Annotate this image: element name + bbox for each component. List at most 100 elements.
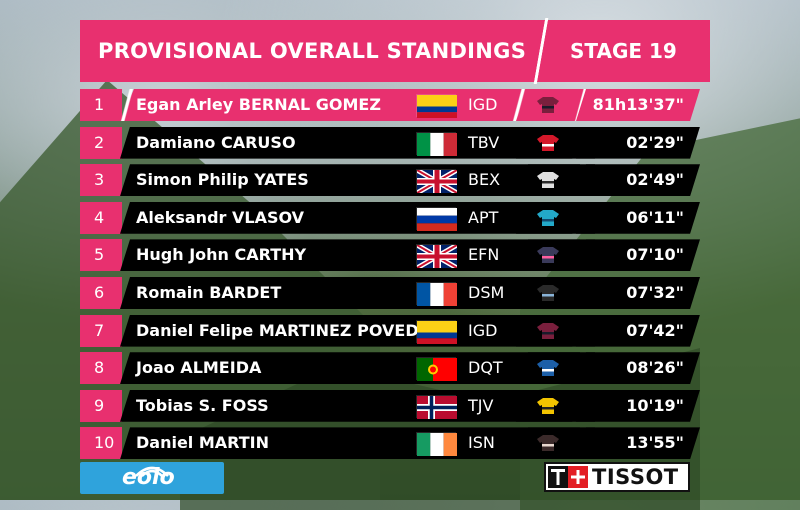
time-cell xyxy=(576,239,700,272)
time-cell xyxy=(576,389,700,422)
jersey-bikeexchange-icon xyxy=(537,172,559,189)
flag-portugal xyxy=(416,357,457,382)
standings-title: PROVISIONAL OVERALL STANDINGS xyxy=(98,39,527,63)
team-code: APT xyxy=(468,207,499,227)
rank-number: 9 xyxy=(80,389,122,422)
team-code: DSM xyxy=(468,283,505,302)
time-cell xyxy=(576,126,700,159)
rank-number: 1 xyxy=(80,89,122,121)
rank-number: 3 xyxy=(80,164,122,197)
jersey-ef-icon xyxy=(537,247,559,264)
flag-italy xyxy=(416,131,457,156)
wifi-wave-icon xyxy=(135,466,169,477)
team-code: IGD xyxy=(468,95,498,114)
time-cell xyxy=(576,314,700,347)
team-code: EFN xyxy=(468,245,500,265)
rider-name: Daniel Felipe MARTINEZ POVEDA xyxy=(136,320,431,340)
flag-colombia xyxy=(416,319,457,344)
time-gap: 08'26" xyxy=(626,358,684,378)
time-cell xyxy=(576,352,700,385)
name-cell xyxy=(120,389,595,422)
jersey-deceuninck-icon xyxy=(537,360,559,377)
time-gap: 02'49" xyxy=(626,170,684,190)
standings-row: 2 Damiano CARUSO TBV 02'29" xyxy=(80,126,700,159)
time-gap: 07'10" xyxy=(626,245,684,265)
name-cell xyxy=(120,352,595,385)
name-cell xyxy=(120,314,595,347)
rank-number: 7 xyxy=(80,314,122,347)
standings-row: 4 Aleksandr VLASOV APT 06'11" xyxy=(80,201,700,234)
rider-name: Daniel MARTIN xyxy=(136,433,270,453)
rank-number: 2 xyxy=(80,126,122,159)
flag-france xyxy=(416,282,457,306)
rider-name: Damiano CARUSO xyxy=(136,132,296,152)
standings-row: 5 Hugh John CARTHY EFN 07'10" xyxy=(80,239,700,272)
eolo-text: eolo xyxy=(122,465,175,490)
flag-colombia xyxy=(416,94,457,118)
team-code: TJV xyxy=(468,395,494,415)
name-cell xyxy=(120,239,595,272)
flag-russia xyxy=(416,206,457,231)
team-code: TBV xyxy=(468,132,500,152)
flag-ireland xyxy=(416,432,457,457)
name-cell xyxy=(120,126,595,159)
time-gap: 07'32" xyxy=(626,283,684,302)
time-gap: 02'29" xyxy=(626,132,684,152)
jersey-jumbo-visma-icon xyxy=(537,397,559,414)
team-code: ISN xyxy=(468,433,495,453)
team-code: BEX xyxy=(468,170,501,190)
time-cell xyxy=(576,277,700,309)
flag-norway xyxy=(416,394,457,419)
time-gap: 06'11" xyxy=(626,207,684,227)
jersey-israel-icon xyxy=(537,435,559,452)
standings-row: 8 Joao ALMEIDA DQT 08'26" xyxy=(80,352,700,385)
rider-name: Hugh John CARTHY xyxy=(136,245,307,265)
jersey-dsm-icon xyxy=(537,285,559,301)
rider-name: Egan Arley BERNAL GOMEZ xyxy=(136,95,381,114)
standings-row: 6 Romain BARDET DSM 07'32" xyxy=(80,277,700,309)
header-divider xyxy=(530,18,552,84)
tissot-text: TISSOT xyxy=(592,465,679,489)
rider-name: Simon Philip YATES xyxy=(136,170,309,190)
name-cell xyxy=(120,427,595,460)
time-cell xyxy=(576,201,700,234)
jersey-astana-icon xyxy=(537,209,559,226)
standings-row: 7 Daniel Felipe MARTINEZ POVEDA IGD 07'42" xyxy=(80,314,700,347)
team-code: DQT xyxy=(468,358,503,378)
rider-name: Aleksandr VLASOV xyxy=(136,207,305,227)
time-gap: 81h13'37" xyxy=(592,95,684,114)
jersey-ineos-icon xyxy=(537,97,559,113)
time-cell xyxy=(576,164,700,197)
tissot-cross-icon xyxy=(548,466,588,488)
time-cell xyxy=(576,89,700,121)
time-gap: 07'42" xyxy=(626,320,684,340)
rank-number: 6 xyxy=(80,277,122,309)
standings-row: 3 Simon Philip YATES BEX 02'49" xyxy=(80,164,700,197)
team-code: IGD xyxy=(468,320,498,340)
standings-header: PROVISIONAL OVERALL STANDINGS STAGE 19 xyxy=(80,18,710,84)
jersey-ineos-icon xyxy=(537,322,559,339)
rank-number: 10 xyxy=(80,427,122,460)
row-separator xyxy=(120,89,134,121)
rank-number: 8 xyxy=(80,352,122,385)
name-cell xyxy=(120,201,595,234)
standings-row: 9 Tobias S. FOSS TJV 10'19" xyxy=(80,389,700,422)
time-gap: 10'19" xyxy=(626,395,684,415)
stage-label: STAGE 19 xyxy=(570,39,677,63)
standings-row: 1 Egan Arley BERNAL GOMEZ IGD 81h13'37" xyxy=(80,89,700,121)
flag-united-kingdom xyxy=(415,243,459,271)
rank-number: 4 xyxy=(80,201,122,234)
rank-number: 5 xyxy=(80,239,122,272)
name-cell xyxy=(120,277,595,309)
jersey-bahrain-icon xyxy=(537,134,559,151)
standings-row: 10 Daniel MARTIN ISN 13'55" xyxy=(80,427,700,460)
rider-name: Joao ALMEIDA xyxy=(136,358,262,378)
time-cell xyxy=(576,427,700,460)
flag-united-kingdom xyxy=(415,168,459,196)
name-cell xyxy=(120,164,595,197)
tissot-logo: TISSOT xyxy=(544,462,690,492)
rider-name: Tobias S. FOSS xyxy=(136,395,269,415)
eolo-logo: eolo xyxy=(80,462,224,494)
time-gap: 13'55" xyxy=(626,433,684,453)
rider-name: Romain BARDET xyxy=(136,283,282,302)
